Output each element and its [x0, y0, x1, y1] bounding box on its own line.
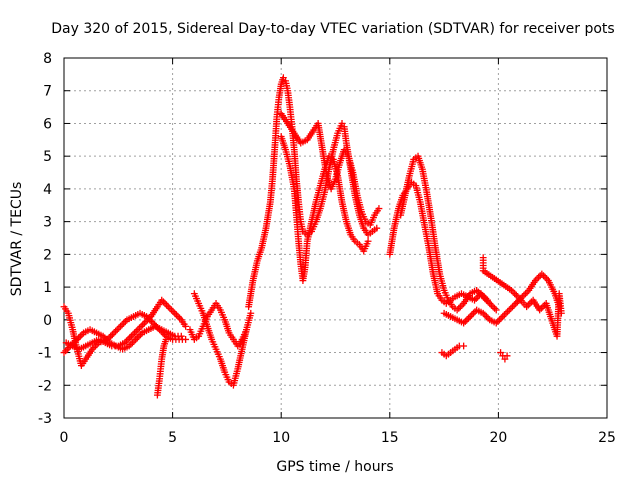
data-point [491, 304, 498, 312]
data-point [509, 303, 516, 311]
y-tick-labels: -3 -2 -1 0 1 2 3 4 5 6 7 8 [38, 51, 52, 427]
data-point [455, 304, 463, 312]
x-tick-labels: 0 5 10 15 20 25 [60, 430, 616, 446]
chart-title: Day 320 of 2015, Sidereal Day-to-day VTE… [51, 21, 614, 37]
y-tick-label: 8 [43, 51, 52, 67]
data-point [364, 237, 372, 245]
data-point [494, 318, 502, 325]
data-point [169, 308, 177, 316]
data-point [466, 313, 474, 320]
data-point [499, 313, 507, 320]
data-point [461, 318, 469, 325]
axis-ticks [63, 57, 608, 419]
data-point [117, 322, 124, 330]
y-tick-label: 6 [43, 116, 52, 132]
y-tick-label: 3 [43, 215, 52, 231]
y-tick-label: 4 [43, 182, 52, 198]
data-point [497, 314, 505, 322]
data-point [489, 303, 497, 311]
y-axis-label: SDTVAR / TECUs [9, 182, 25, 297]
data-point [539, 303, 547, 311]
data-point [557, 309, 565, 317]
data-point [500, 311, 508, 319]
x-tick-label: 10 [272, 430, 290, 446]
data-point [177, 332, 185, 340]
data-point [492, 306, 500, 314]
data-point [174, 313, 182, 320]
data-point [460, 342, 468, 350]
data-point [503, 352, 511, 360]
data-point [507, 304, 515, 312]
plot-frame [63, 57, 608, 419]
data-point [505, 306, 513, 314]
data-point [171, 309, 179, 317]
data-point [538, 270, 546, 278]
x-tick-label: 20 [489, 430, 507, 446]
data-point [63, 345, 71, 353]
y-tick-label: 5 [43, 149, 52, 165]
data-point [115, 324, 123, 332]
data-point [483, 313, 490, 320]
data-point [375, 205, 383, 212]
data-point [62, 347, 70, 355]
y-tick-label: -3 [38, 411, 52, 427]
data-point [526, 300, 534, 307]
data-point [243, 326, 250, 334]
data-point [535, 273, 542, 281]
x-tick-label: 5 [168, 430, 177, 446]
y-tick-label: 0 [43, 313, 52, 329]
data-point [110, 329, 118, 337]
data-point [504, 308, 512, 316]
x-tick-label: 15 [381, 430, 399, 446]
y-tick-label: 2 [43, 247, 52, 263]
data-point [164, 303, 172, 311]
data-point [487, 301, 495, 309]
data-point [182, 336, 190, 343]
data-point [161, 300, 169, 307]
data-point [540, 272, 547, 280]
data-point [182, 322, 190, 330]
data-point [118, 321, 126, 329]
data-points [60, 74, 565, 399]
data-point [247, 309, 255, 317]
y-tick-label: -1 [38, 346, 52, 362]
data-point [162, 336, 170, 343]
y-tick-label: 1 [43, 280, 52, 296]
data-point [108, 331, 116, 338]
y-tick-label: 7 [43, 84, 52, 100]
data-point [472, 295, 480, 302]
data-point [139, 321, 147, 329]
y-tick-label: -2 [38, 378, 52, 394]
x-tick-label: 25 [598, 430, 616, 446]
data-point [502, 309, 510, 317]
data-point [522, 290, 529, 298]
data-point [113, 326, 121, 334]
data-point [112, 327, 119, 335]
data-point [137, 322, 145, 330]
data-point [60, 349, 68, 356]
data-point [168, 306, 175, 314]
data-point [456, 303, 464, 311]
data-point [373, 224, 381, 232]
data-point [173, 311, 180, 319]
data-point [120, 319, 128, 327]
x-axis-label: GPS time / hours [276, 459, 393, 475]
data-point [163, 301, 171, 309]
x-tick-label: 0 [60, 430, 69, 446]
data-point [468, 311, 476, 319]
data-point [176, 314, 184, 322]
data-point [541, 273, 549, 281]
data-point [511, 290, 519, 298]
data-point [465, 314, 472, 322]
data-point [510, 301, 518, 309]
data-point [140, 319, 148, 327]
grid [64, 58, 607, 418]
data-point [166, 304, 174, 312]
